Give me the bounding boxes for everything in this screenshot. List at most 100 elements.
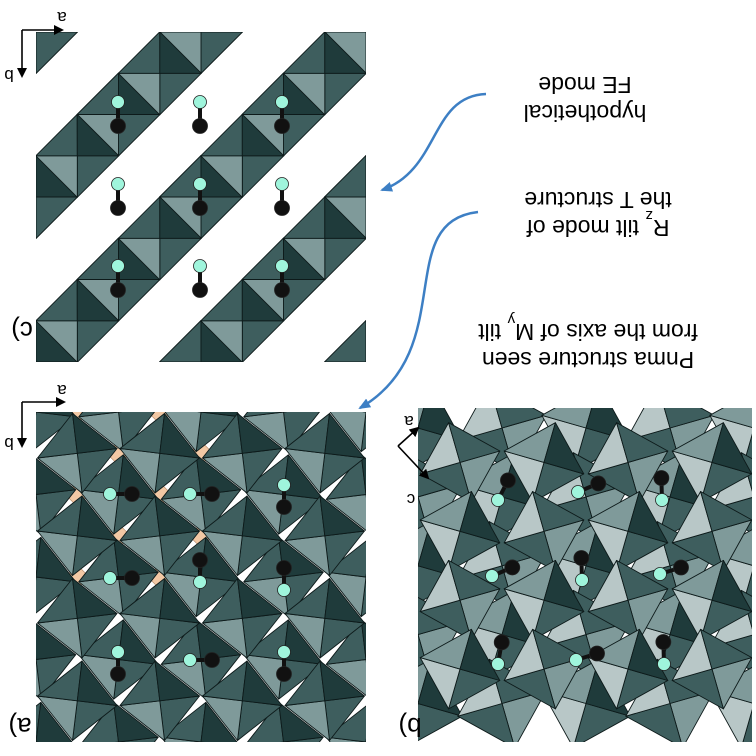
- carbon-atom: [274, 282, 290, 298]
- octahedron: [36, 457, 77, 535]
- molecule: [192, 177, 208, 216]
- hydrogen-atom: [111, 645, 125, 659]
- hydrogen-atom: [193, 575, 207, 589]
- hydrogen-atom: [575, 573, 589, 587]
- octahedron-face: [283, 454, 324, 500]
- molecule: [491, 634, 510, 671]
- octahedron: [329, 412, 366, 453]
- octahedron-face: [118, 114, 161, 157]
- octahedron-face: [78, 412, 119, 418]
- octahedron-face: [495, 408, 547, 429]
- octahedron-face: [36, 622, 77, 660]
- octahedron-face: [117, 32, 161, 74]
- molecule: [274, 177, 290, 216]
- axis-a-arrow: [397, 426, 420, 447]
- octahedron-face: [365, 494, 366, 499]
- hydrogen-atom: [275, 177, 289, 191]
- octahedron: [587, 491, 669, 572]
- hydrogen-atom: [277, 478, 291, 492]
- octahedron-face: [36, 361, 78, 362]
- octahedron-face: [627, 491, 669, 544]
- carbon-atom: [276, 499, 292, 515]
- octahedron-face: [114, 741, 119, 742]
- hydrogen-atom: [277, 583, 291, 597]
- octahedron-face: [36, 32, 78, 33]
- carbon-atom: [274, 200, 290, 216]
- octahedron-face: [159, 155, 202, 198]
- octahedron-face: [159, 72, 202, 116]
- carbon-atom: [110, 200, 126, 216]
- octahedron-face: [159, 413, 200, 459]
- octahedron-face: [36, 494, 42, 535]
- octahedron-face: [360, 576, 366, 618]
- arrow-fe-to-c: [380, 92, 487, 192]
- octahedron: [202, 495, 283, 576]
- octahedron: [503, 491, 585, 572]
- octahedron: [202, 578, 283, 659]
- molecule: [485, 559, 521, 583]
- panel-c-axes: a b: [4, 8, 66, 85]
- molecule: [110, 645, 126, 682]
- octahedron-face: [76, 113, 120, 157]
- octahedron-face: [159, 320, 202, 362]
- octahedron: [246, 701, 324, 742]
- octahedron-face: [319, 660, 365, 702]
- carbon-atom: [110, 282, 126, 298]
- octahedron-face: [36, 655, 37, 660]
- panel-a-label: a): [8, 712, 31, 742]
- annotation-rz-mode: Rz tilt mode of the T structure: [524, 187, 671, 241]
- molecule: [192, 259, 208, 298]
- molecule: [655, 634, 672, 671]
- octahedron: [671, 628, 752, 710]
- axis-a-label: a: [57, 8, 67, 27]
- octahedron-face: [241, 660, 283, 706]
- octahedron-face: [72, 578, 118, 619]
- carbon-atom: [192, 200, 208, 216]
- carbon-atom: [124, 486, 140, 502]
- panel-c-octahedra: [36, 32, 366, 362]
- pnma-rest: tilt: [478, 319, 508, 345]
- octahedron-face: [324, 32, 366, 74]
- octahedron-face: [76, 278, 120, 322]
- octahedron: [325, 540, 366, 618]
- octahedron: [117, 196, 202, 281]
- octahedron-face: [279, 741, 284, 742]
- panel-b-label: b): [398, 712, 421, 742]
- hydrogen-atom: [183, 487, 197, 501]
- octahedron-face: [448, 422, 501, 463]
- octahedron: [78, 619, 159, 700]
- octahedron-face: [365, 741, 366, 742]
- octahedron-face: [36, 701, 73, 742]
- octahedron: [243, 619, 324, 700]
- octahedron: [117, 32, 202, 116]
- octahedron-face: [324, 361, 366, 362]
- octahedron: [36, 701, 73, 742]
- octahedron-face: [200, 741, 205, 742]
- octahedron-face: [76, 495, 118, 541]
- octahedron-face: [365, 573, 366, 578]
- annotations: hypothetical FE mode Rz tilt mode of the…: [358, 72, 698, 410]
- octahedron-face: [36, 412, 77, 418]
- octahedron-face: [324, 320, 366, 362]
- hydrogen-atom: [277, 645, 291, 659]
- carbon-atom: [276, 560, 292, 576]
- octahedron-face: [625, 408, 671, 442]
- octahedron-face: [541, 408, 593, 429]
- carbon-atom: [110, 666, 126, 682]
- octahedron-face: [76, 237, 119, 280]
- octahedron-face: [532, 491, 585, 532]
- molecule: [274, 259, 290, 298]
- carbon-atom: [204, 652, 220, 668]
- carbon-atom: [192, 552, 208, 568]
- octahedron-face: [200, 196, 243, 239]
- octahedron: [200, 278, 285, 362]
- octahedron-face: [200, 412, 242, 418]
- octahedron-face: [365, 320, 366, 362]
- octahedron-face: [324, 72, 366, 116]
- octahedron-face: [36, 576, 37, 581]
- molecule: [110, 95, 126, 134]
- octahedron-face: [418, 632, 419, 636]
- octahedron: [37, 413, 118, 494]
- octahedron-face: [36, 32, 37, 33]
- octahedron: [78, 412, 156, 453]
